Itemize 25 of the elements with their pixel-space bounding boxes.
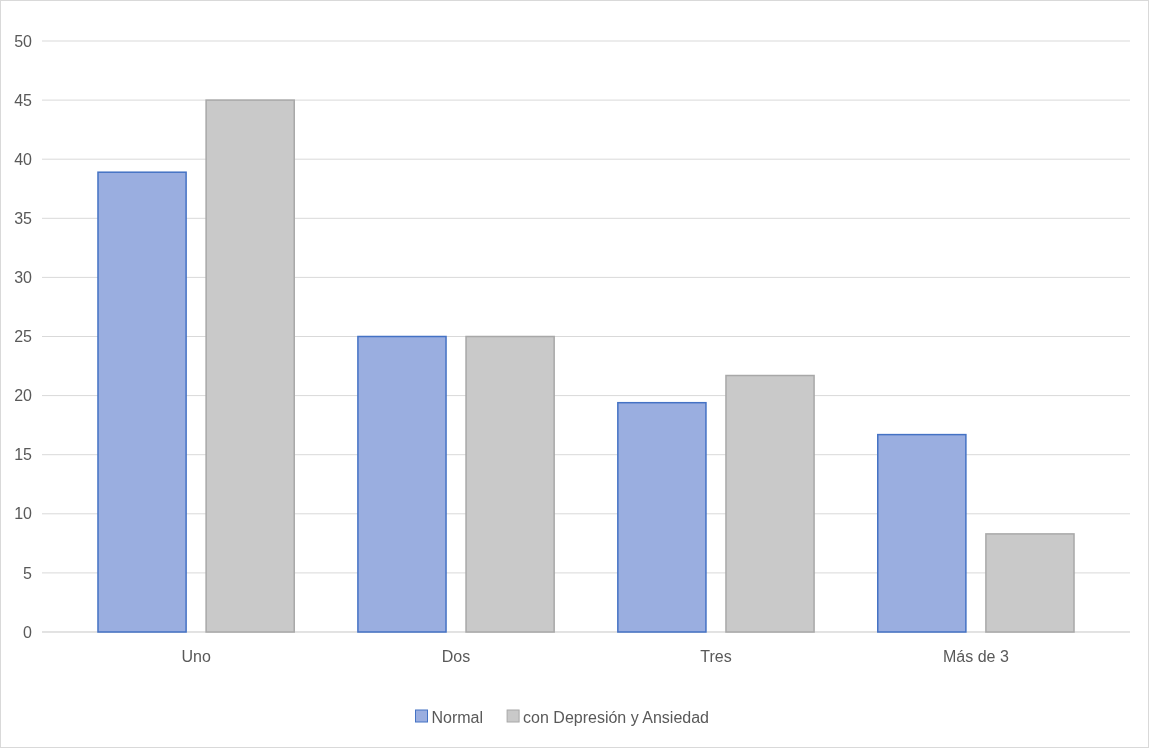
bar bbox=[985, 533, 1075, 633]
y-tick-label: 50 bbox=[14, 32, 33, 50]
bar bbox=[205, 99, 295, 633]
x-tick-label: Más de 3 bbox=[942, 648, 1009, 665]
x-tick-label: Tres bbox=[700, 648, 732, 665]
y-tick-label: 10 bbox=[14, 505, 33, 523]
legend-label: con Depresión y Ansiedad bbox=[523, 708, 710, 726]
x-tick-label: Uno bbox=[181, 648, 211, 665]
y-tick-label: 35 bbox=[14, 209, 33, 227]
bar bbox=[357, 335, 447, 633]
x-tick-label: Dos bbox=[441, 648, 471, 665]
y-tick-label: 30 bbox=[14, 269, 33, 286]
bar bbox=[465, 335, 555, 633]
y-tick-label: 5 bbox=[23, 564, 33, 582]
bar bbox=[97, 171, 187, 633]
y-tick-label: 40 bbox=[14, 150, 33, 168]
y-tick-label: 0 bbox=[23, 623, 33, 641]
y-tick-label: 25 bbox=[14, 328, 33, 346]
y-tick-label: 15 bbox=[14, 446, 33, 464]
y-tick-label: 20 bbox=[14, 387, 33, 405]
bar bbox=[725, 374, 815, 633]
legend-label: Normal bbox=[431, 708, 484, 726]
bar bbox=[617, 401, 707, 633]
y-tick-label: 45 bbox=[14, 91, 33, 109]
bar bbox=[877, 433, 967, 633]
